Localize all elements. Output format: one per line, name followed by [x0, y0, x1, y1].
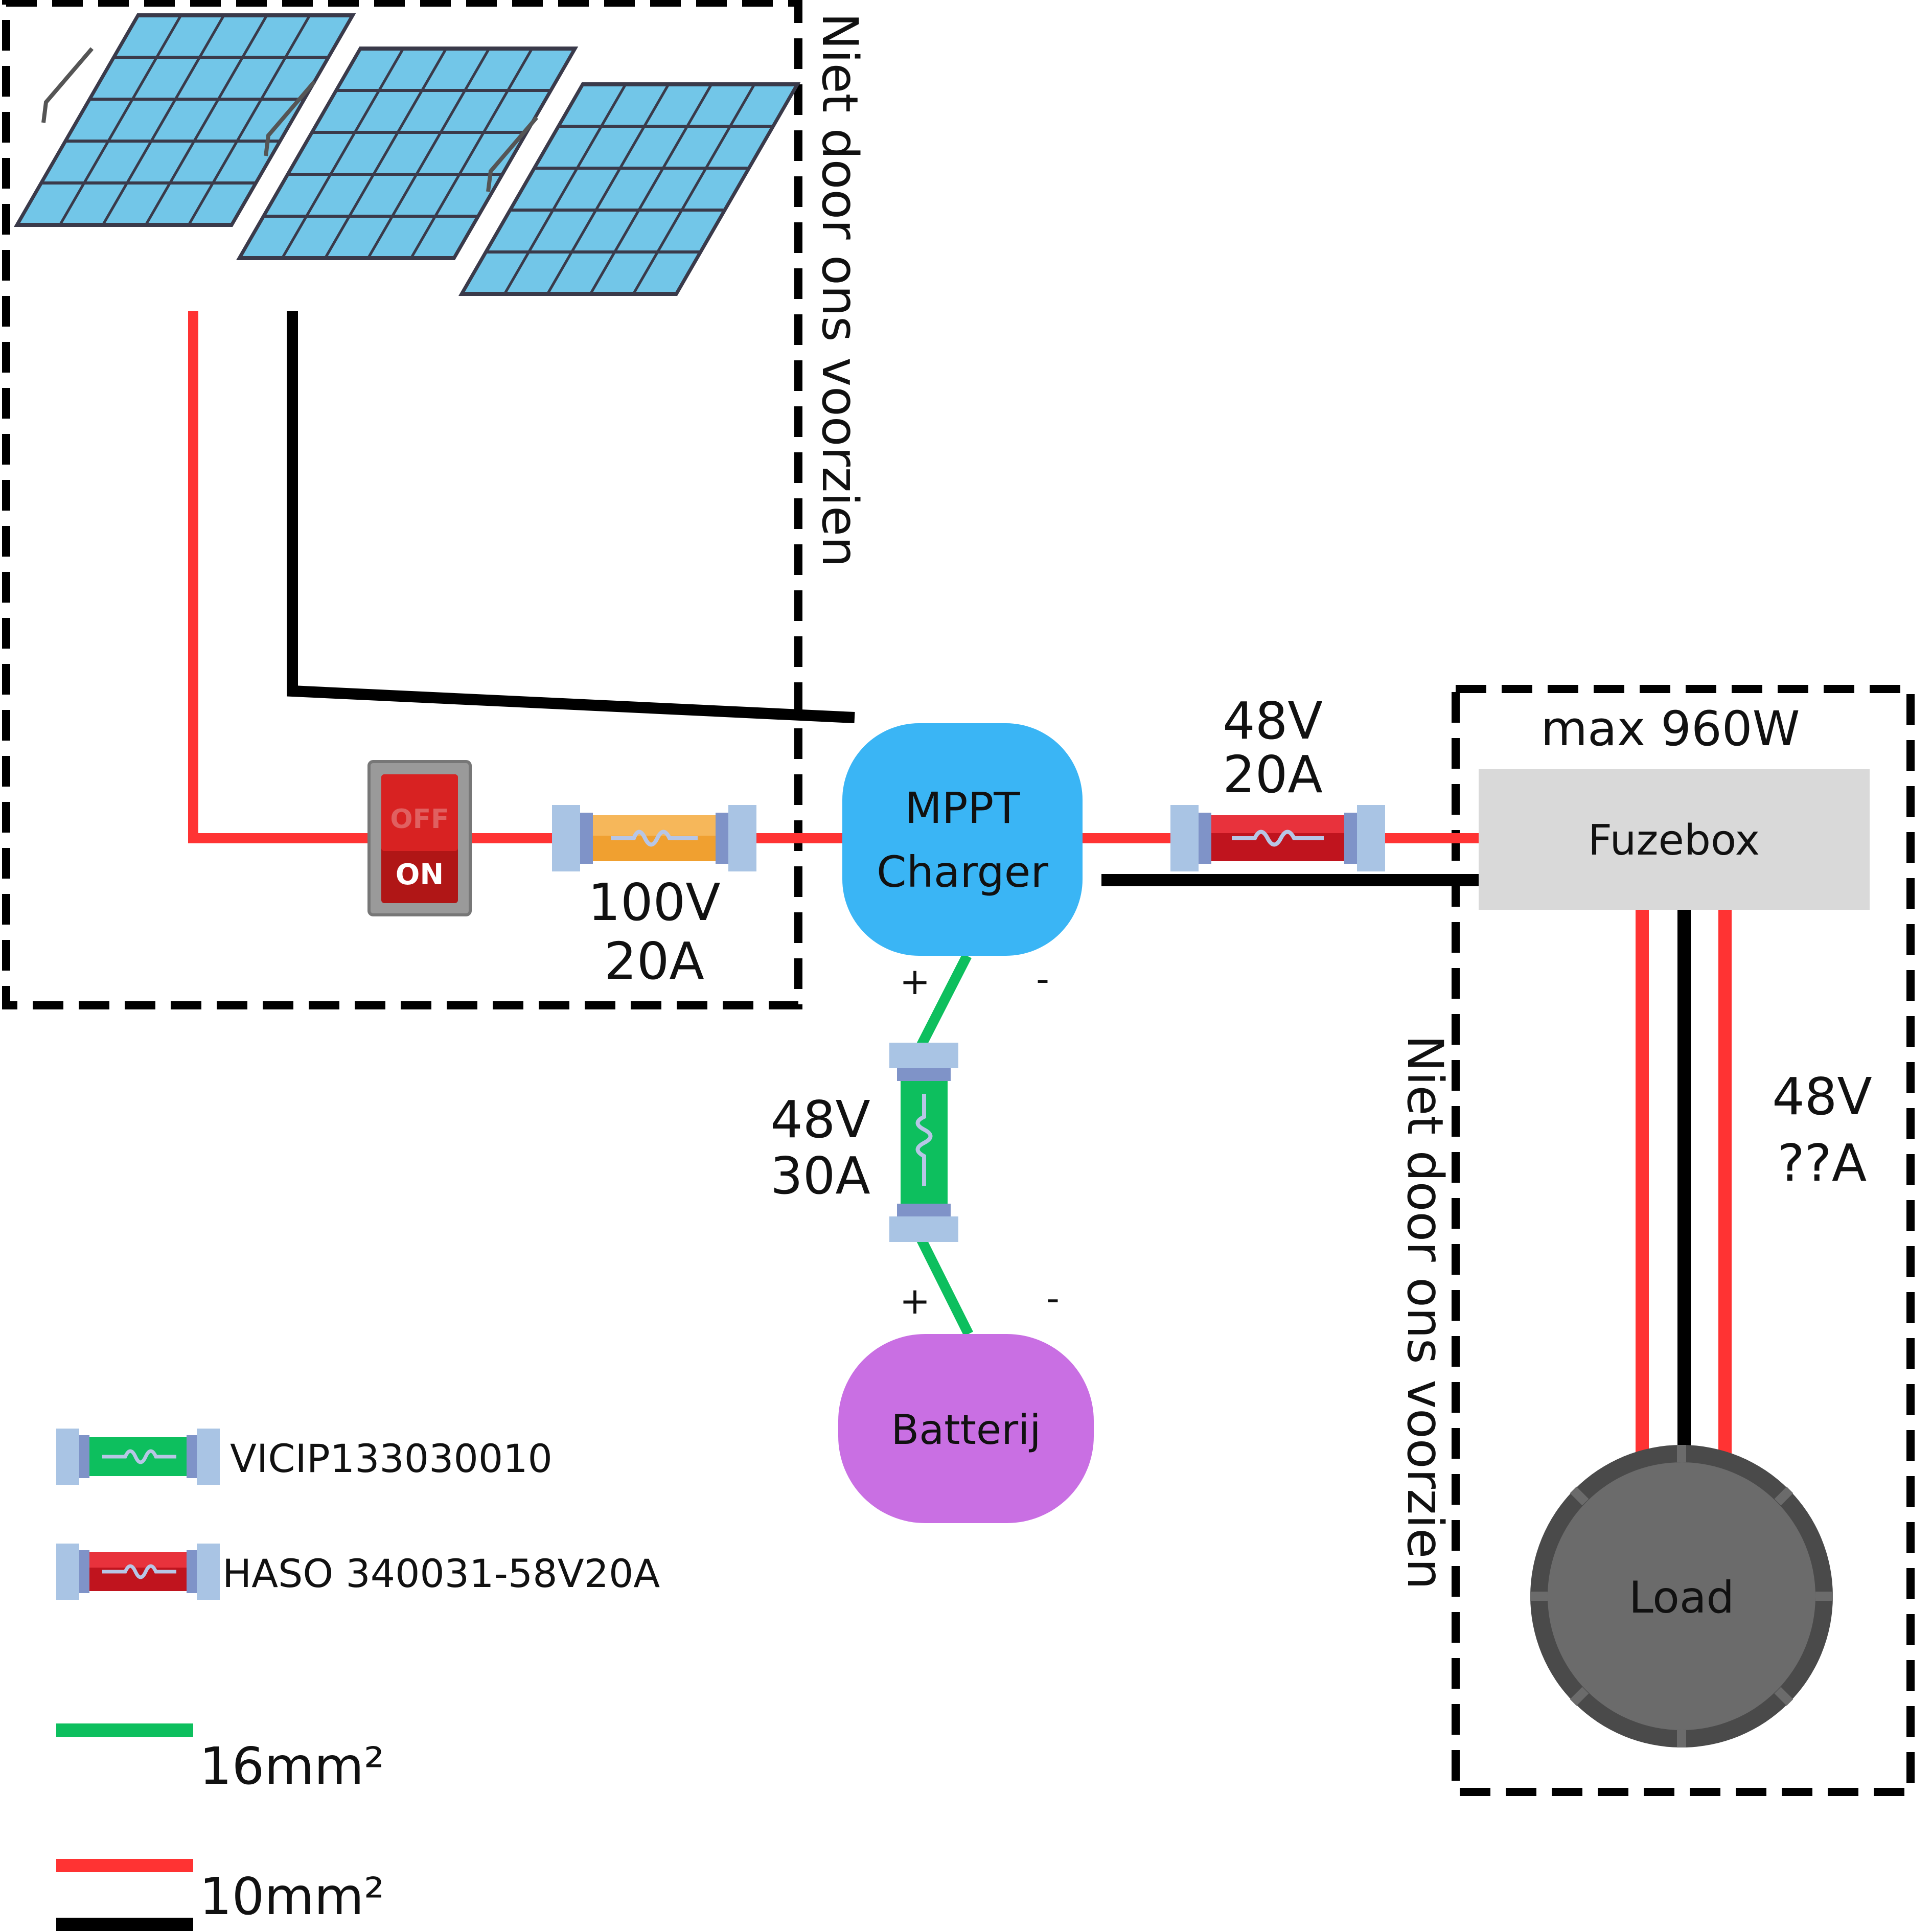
battery-minus-sign: -: [1046, 1277, 1060, 1320]
load-voltage: 48V: [1772, 1067, 1872, 1126]
solar-panel-icon: [13, 13, 356, 227]
power-switch[interactable]: OFF ON: [367, 760, 472, 916]
battery-fuse-current: 30A: [770, 1146, 870, 1206]
output-fuse-current: 20A: [1223, 745, 1323, 804]
battery-plus-sign: +: [900, 1279, 930, 1322]
fuzebox-power-label: max 960W: [1540, 701, 1800, 757]
fuzebox-label: Fuzebox: [1588, 816, 1760, 865]
solar-fuse: [552, 805, 756, 871]
solar-panel-icon: [236, 47, 579, 260]
fuzebox: Fuzebox: [1479, 769, 1870, 910]
solar-region-label: Niet door ons voorzien: [811, 13, 868, 567]
legend-red-fuse-label: HASO 340031-58V20A: [222, 1551, 660, 1596]
output-fuse-voltage: 48V: [1223, 691, 1323, 751]
legend-green-fuse-icon: [56, 1429, 220, 1485]
load-current: ??A: [1778, 1133, 1867, 1193]
output-fuse: [1170, 805, 1385, 871]
switch-off-label: OFF: [390, 804, 449, 835]
mppt-label-line2: Charger: [877, 847, 1048, 897]
mppt-minus-sign: -: [1036, 957, 1049, 1000]
switch-on-label: ON: [396, 858, 444, 891]
solar-region-box: [2, 0, 802, 1009]
solar-negative-wire: [287, 311, 855, 723]
load: Load: [1530, 1445, 1833, 1747]
battery: Batterij: [838, 1334, 1094, 1523]
solar-panels-icon: [13, 13, 801, 296]
mppt-plus-sign: +: [900, 960, 930, 1003]
load-label: Load: [1629, 1572, 1734, 1623]
legend-red-fuse-icon: [56, 1544, 220, 1600]
legend-16mm-label: 16mm²: [199, 1736, 384, 1796]
legend-green-fuse-label: VICIP133030010: [230, 1436, 553, 1481]
load-region-label: Niet door ons voorzien: [1396, 1035, 1454, 1590]
mppt-label-line1: MPPT: [905, 783, 1020, 833]
battery-fuse-voltage: 48V: [770, 1090, 870, 1149]
legend-10mm-label: 10mm²: [199, 1867, 384, 1926]
solar-fuse-current: 20A: [604, 931, 704, 991]
mppt-charger: MPPT Charger: [842, 723, 1083, 956]
battery-label: Batterij: [891, 1406, 1041, 1454]
solar-fuse-voltage: 100V: [588, 872, 720, 932]
legend: VICIP133030010 HASO 340031-58V20A 16mm² …: [56, 1429, 660, 1931]
solar-panel-icon: [458, 82, 801, 296]
battery-fuse: [889, 1043, 958, 1242]
